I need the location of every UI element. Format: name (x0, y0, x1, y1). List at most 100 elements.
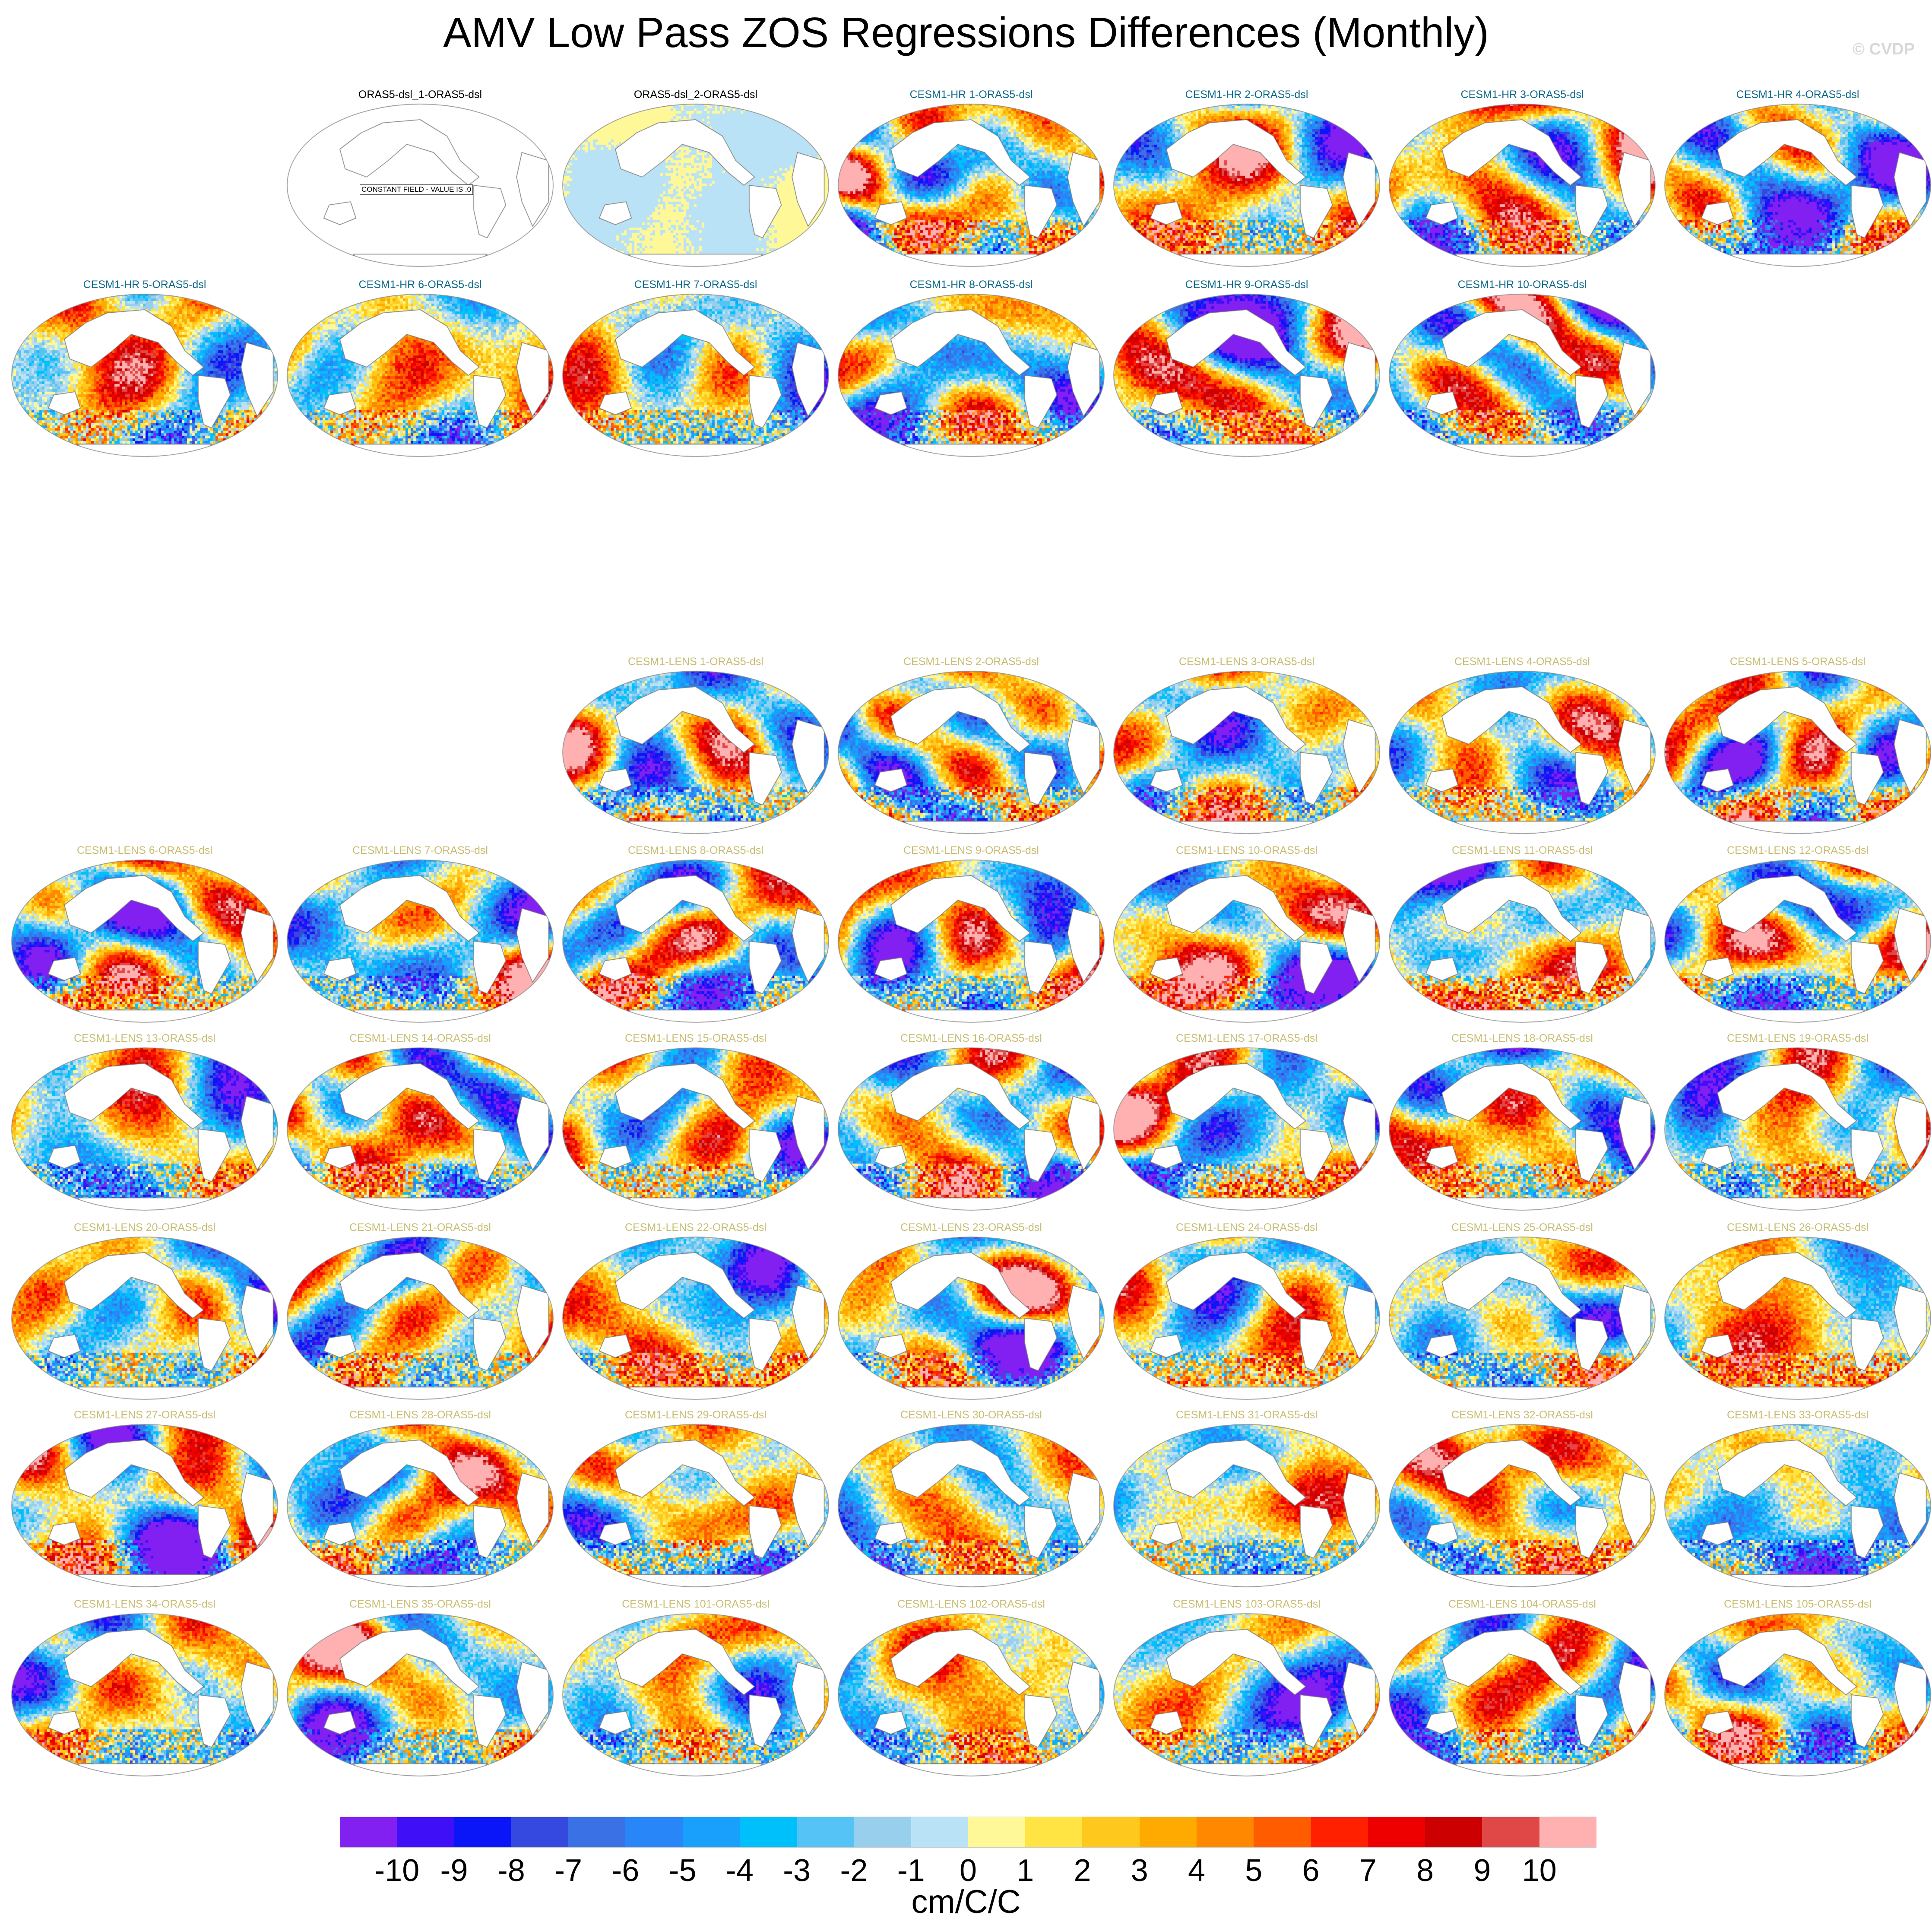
colorbar-tick-label: 9 (1473, 1853, 1491, 1888)
colorbar-swatch (511, 1817, 569, 1847)
colorbar-swatch (1368, 1817, 1425, 1847)
map-panel-lens: CESM1-LENS 27-ORAS5-dsl (9, 1409, 281, 1590)
panel-title: CESM1-LENS 27-ORAS5-dsl (74, 1409, 215, 1421)
map-panel-lens: CESM1-LENS 101-ORAS5-dsl (560, 1598, 832, 1779)
map-field (1113, 1047, 1381, 1211)
colorbar-tick-label: 6 (1302, 1853, 1320, 1888)
map-field (286, 1613, 554, 1777)
map-field (837, 293, 1105, 457)
panel-title: CESM1-LENS 29-ORAS5-dsl (625, 1409, 766, 1421)
colorbar-tick-label: 0 (959, 1853, 977, 1888)
map-panel-hr: CESM1-HR 6-ORAS5-dsl (284, 279, 556, 460)
map-panel-lens: CESM1-LENS 17-ORAS5-dsl (1111, 1032, 1383, 1214)
map-panel-lens: CESM1-LENS 35-ORAS5-dsl (284, 1598, 556, 1779)
colorbar-tick-label: 5 (1245, 1853, 1263, 1888)
panel-title: CESM1-LENS 105-ORAS5-dsl (1724, 1598, 1872, 1610)
map-field (11, 1047, 279, 1211)
map-panel-lens: CESM1-LENS 104-ORAS5-dsl (1386, 1598, 1658, 1779)
map-field (837, 670, 1105, 834)
map-panel-lens: CESM1-LENS 32-ORAS5-dsl (1386, 1409, 1658, 1590)
panel-title: CESM1-LENS 21-ORAS5-dsl (349, 1221, 491, 1234)
map-field (1388, 1613, 1656, 1777)
panel-title: CESM1-LENS 16-ORAS5-dsl (900, 1032, 1042, 1044)
panel-title: CESM1-LENS 34-ORAS5-dsl (74, 1598, 215, 1610)
panel-title: CESM1-LENS 102-ORAS5-dsl (897, 1598, 1045, 1610)
colorbar-tick-label: -8 (497, 1853, 525, 1888)
panel-title: ORAS5-dsl_2-ORAS5-dsl (633, 89, 758, 101)
panel-title: CESM1-LENS 32-ORAS5-dsl (1451, 1409, 1593, 1421)
colorbar-tick-label: -7 (554, 1853, 583, 1888)
panel-title: CESM1-HR 1-ORAS5-dsl (909, 89, 1033, 101)
map-panel-lens: CESM1-LENS 3-ORAS5-dsl (1111, 656, 1383, 837)
map-panel-lens: CESM1-LENS 6-ORAS5-dsl (9, 844, 281, 1026)
colorbar-tick-label: -9 (440, 1853, 468, 1888)
map-panel-lens: CESM1-LENS 25-ORAS5-dsl (1386, 1221, 1658, 1403)
map-field (1113, 859, 1381, 1023)
map-field (1388, 1047, 1656, 1211)
map-field (562, 1047, 830, 1211)
map-panel-lens: CESM1-LENS 34-ORAS5-dsl (9, 1598, 281, 1779)
map-field (286, 1236, 554, 1400)
panel-title: CESM1-LENS 104-ORAS5-dsl (1448, 1598, 1596, 1610)
map-field (562, 1236, 830, 1400)
map-panel-lens: CESM1-LENS 29-ORAS5-dsl (560, 1409, 832, 1590)
map-panel-lens: CESM1-LENS 11-ORAS5-dsl (1386, 844, 1658, 1026)
map-panel-lens: CESM1-LENS 2-ORAS5-dsl (835, 656, 1107, 837)
map-field (286, 1047, 554, 1211)
map-field (837, 1236, 1105, 1400)
colorbar-tick-label: 8 (1416, 1853, 1434, 1888)
map-field (1113, 1236, 1381, 1400)
panel-title: CESM1-LENS 7-ORAS5-dsl (352, 844, 488, 856)
map-panel-lens: CESM1-LENS 105-ORAS5-dsl (1662, 1598, 1932, 1779)
colorbar-swatch (1254, 1817, 1311, 1847)
panel-title: CESM1-LENS 22-ORAS5-dsl (625, 1221, 766, 1234)
map-panel-lens: CESM1-LENS 20-ORAS5-dsl (9, 1221, 281, 1403)
map-panel-lens: CESM1-LENS 9-ORAS5-dsl (835, 844, 1107, 1026)
map-field (1388, 859, 1656, 1023)
panel-title: CESM1-LENS 25-ORAS5-dsl (1451, 1221, 1593, 1234)
colorbar-swatch (854, 1817, 911, 1847)
colorbar (340, 1817, 1596, 1848)
panel-title: CESM1-LENS 26-ORAS5-dsl (1727, 1221, 1869, 1234)
map-field (1388, 670, 1656, 834)
map-panel-hr: CESM1-HR 1-ORAS5-dsl (835, 89, 1107, 270)
colorbar-swatch (1082, 1817, 1140, 1847)
map-field (1113, 293, 1381, 457)
map-panel-lens: CESM1-LENS 15-ORAS5-dsl (560, 1032, 832, 1214)
map-field (1664, 1613, 1932, 1777)
map-panel-lens: CESM1-LENS 7-ORAS5-dsl (284, 844, 556, 1026)
panel-title: CESM1-HR 8-ORAS5-dsl (909, 279, 1033, 291)
map-panel-lens: CESM1-LENS 16-ORAS5-dsl (835, 1032, 1107, 1214)
map-panel-obs: ORAS5-dsl_1-ORAS5-dsl CONSTANT FIELD - VA… (284, 89, 556, 270)
colorbar-swatch (797, 1817, 854, 1847)
map-panel-lens: CESM1-LENS 12-ORAS5-dsl (1662, 844, 1932, 1026)
panel-title: CESM1-LENS 5-ORAS5-dsl (1730, 656, 1865, 668)
map-panel-lens: CESM1-LENS 4-ORAS5-dsl (1386, 656, 1658, 837)
panel-title: CESM1-HR 3-ORAS5-dsl (1460, 89, 1584, 101)
panel-title: CESM1-LENS 20-ORAS5-dsl (74, 1221, 215, 1234)
colorbar-tick-label: -10 (374, 1853, 420, 1888)
map-field (562, 293, 830, 457)
colorbar-swatch (682, 1817, 740, 1847)
colorbar-tick-label: 2 (1074, 1853, 1091, 1888)
panel-title: CESM1-LENS 13-ORAS5-dsl (74, 1032, 215, 1044)
colorbar-swatch (1539, 1817, 1596, 1847)
colorbar-tick-label: 7 (1359, 1853, 1377, 1888)
panel-title: CESM1-HR 2-ORAS5-dsl (1185, 89, 1308, 101)
map-panel-hr: CESM1-HR 4-ORAS5-dsl (1662, 89, 1932, 270)
panel-title: CESM1-LENS 12-ORAS5-dsl (1727, 844, 1869, 856)
map-panel-lens: CESM1-LENS 14-ORAS5-dsl (284, 1032, 556, 1214)
map-field (11, 1424, 279, 1588)
map-panel-lens: CESM1-LENS 22-ORAS5-dsl (560, 1221, 832, 1403)
panel-title: CESM1-LENS 9-ORAS5-dsl (903, 844, 1039, 856)
map-field (1388, 1236, 1656, 1400)
panel-title: CESM1-LENS 15-ORAS5-dsl (625, 1032, 766, 1044)
panel-title: CESM1-HR 6-ORAS5-dsl (358, 279, 482, 291)
map-panel-lens: CESM1-LENS 102-ORAS5-dsl (835, 1598, 1107, 1779)
map-panel-hr: CESM1-HR 2-ORAS5-dsl (1111, 89, 1383, 270)
panel-title: CESM1-LENS 4-ORAS5-dsl (1454, 656, 1590, 668)
colorbar-swatch (1311, 1817, 1368, 1847)
colorbar-tick-label: -4 (725, 1853, 754, 1888)
map-field (1113, 103, 1381, 267)
map-field (562, 670, 830, 834)
